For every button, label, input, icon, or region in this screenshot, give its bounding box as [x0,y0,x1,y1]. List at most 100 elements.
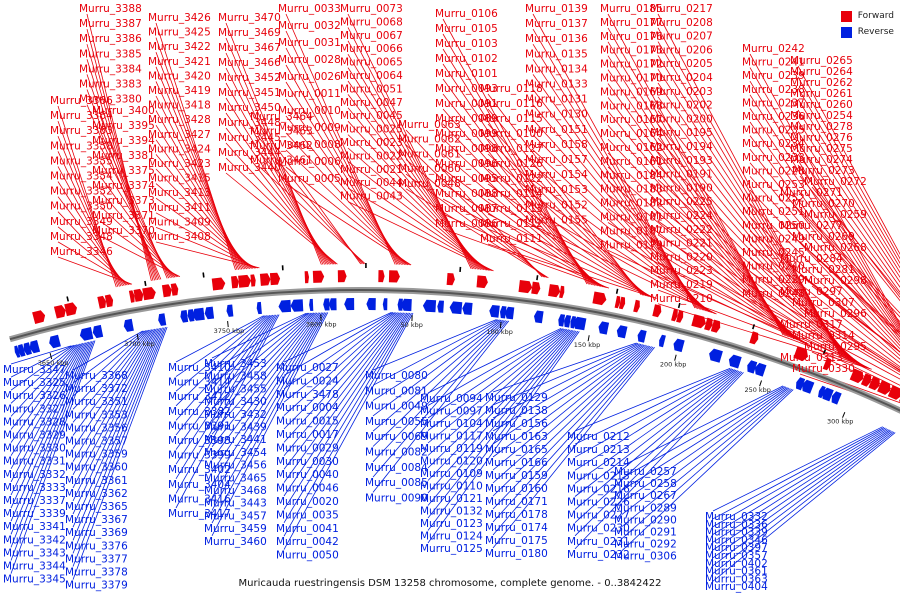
forward-gene-label: Murru_0061 [398,148,461,160]
forward-gene-label: Murru_0241 [742,57,805,69]
forward-gene-label: Murru_3413 [148,187,211,199]
forward-gene [238,274,252,288]
forward-gene-label: Murru_3419 [148,85,211,97]
reverse-gene-label: Murru_3478 [276,389,339,401]
forward-gene-label: Murru_3411 [148,202,211,214]
forward-gene-label: Murru_0021 [340,164,403,176]
reverse-gene-label: Murru_0024 [276,375,339,387]
label-connector [347,161,489,271]
label-connector [797,76,900,260]
reverse-gene-label: Murru_3404 [168,479,231,491]
reverse-gene [673,338,685,353]
forward-gene [849,368,864,384]
reverse-gene-label: Murru_3368 [65,370,128,382]
label-connector [532,194,714,314]
reverse-gene-label: Murru_3328 [3,416,66,428]
label-connector [607,222,806,344]
label-connector [799,340,900,390]
forward-gene-label: Murru_0275 [790,143,853,155]
label-connector [442,138,600,287]
forward-gene-label: Murru_0043 [340,191,403,203]
forward-gene-label: Murru_3451 [218,87,281,99]
reverse-gene [796,377,806,391]
label-connector [574,372,744,550]
label-connector [211,312,318,448]
label-connector [811,252,900,333]
label-connector [532,134,708,312]
forward-gene-label: Murru_0225 [650,196,713,208]
forward-gene-label: Murru_0184 [600,170,663,182]
reverse-gene-label: Murru_3331 [3,456,66,468]
reverse-gene-label: Murru_0017 [276,429,339,441]
label-connector [285,98,404,265]
forward-gene-label: Murru_0096 [435,158,498,170]
forward-gene [250,274,256,287]
label-connector [657,234,865,367]
reverse-gene [123,318,134,332]
forward-gene-label: Murru_0032 [278,20,341,32]
label-connector [283,312,412,537]
label-connector [72,328,154,462]
forward-gene-label: Murru_0269 [792,231,855,243]
forward-gene-label: Murru_0217 [650,3,713,15]
forward-gene-label: Murru_0204 [650,72,713,84]
reverse-gene-label: Murru_0180 [485,548,548,560]
reverse-gene [382,298,388,311]
reverse-gene-label: Murru_3362 [65,488,128,500]
label-connector [712,427,885,520]
reverse-gene-label: Murru_3378 [65,567,128,579]
reverse-gene-label: Murru_3441 [204,434,267,446]
label-connector [86,74,159,281]
label-connector [487,198,653,298]
forward-gene-label: Murru_0068 [340,16,403,28]
forward-gene-label: Murru_3352 [50,186,113,198]
label-connector [285,166,410,266]
label-connector [787,296,900,369]
label-connector [10,345,72,365]
reverse-gene [397,298,403,311]
label-connector [797,98,900,269]
forward-gene-label: Murru_3363 [50,125,113,137]
label-connector [749,230,900,360]
label-connector [283,312,395,390]
scale-tick [499,321,502,329]
reverse-gene [500,306,507,319]
label-connector [10,341,88,509]
reverse-gene-label: Murru_3402 [168,464,231,476]
reverse-gene [49,334,61,349]
label-connector [657,124,853,362]
label-connector [285,183,412,266]
label-connector [712,428,889,543]
reverse-gene-label: Murru_3345 [3,574,66,586]
reverse-gene-label: Murru_3353 [65,409,128,421]
reverse-gene [401,298,412,312]
reverse-gene [747,360,758,374]
forward-gene-label: Murru_3427 [148,129,211,141]
forward-gene-label: Murru_3466 [218,57,281,69]
forward-gene-label: Murru_0168 [600,100,663,112]
label-connector [749,135,900,338]
forward-gene-label: Murru_0253 [742,179,805,191]
forward-gene-label: Murru_0086 [435,218,498,230]
forward-gene [312,270,325,283]
label-connector [285,132,407,266]
forward-gene [710,319,721,333]
forward-gene-label: Murru_3452 [218,72,281,84]
reverse-gene [204,306,215,320]
label-connector [211,312,307,359]
forward-gene-label: Murru_0026 [278,71,341,83]
reverse-gene-label: Murru_0292 [614,539,677,551]
label-connector [211,312,329,536]
forward-gene-label: Murru_0161 [600,156,663,168]
label-connector [283,312,405,470]
label-connector [211,312,324,498]
forward-gene-label: Murru_0222 [650,224,713,236]
label-connector [155,241,260,269]
forward-gene [618,296,626,310]
forward-gene-label: Murru_0152 [525,199,588,211]
label-connector [492,344,645,458]
forward-gene-label: Murru_3408 [148,231,211,243]
forward-gene-label: Murru_3364 [50,110,113,122]
forward-gene [592,291,607,306]
label-connector [799,307,900,371]
